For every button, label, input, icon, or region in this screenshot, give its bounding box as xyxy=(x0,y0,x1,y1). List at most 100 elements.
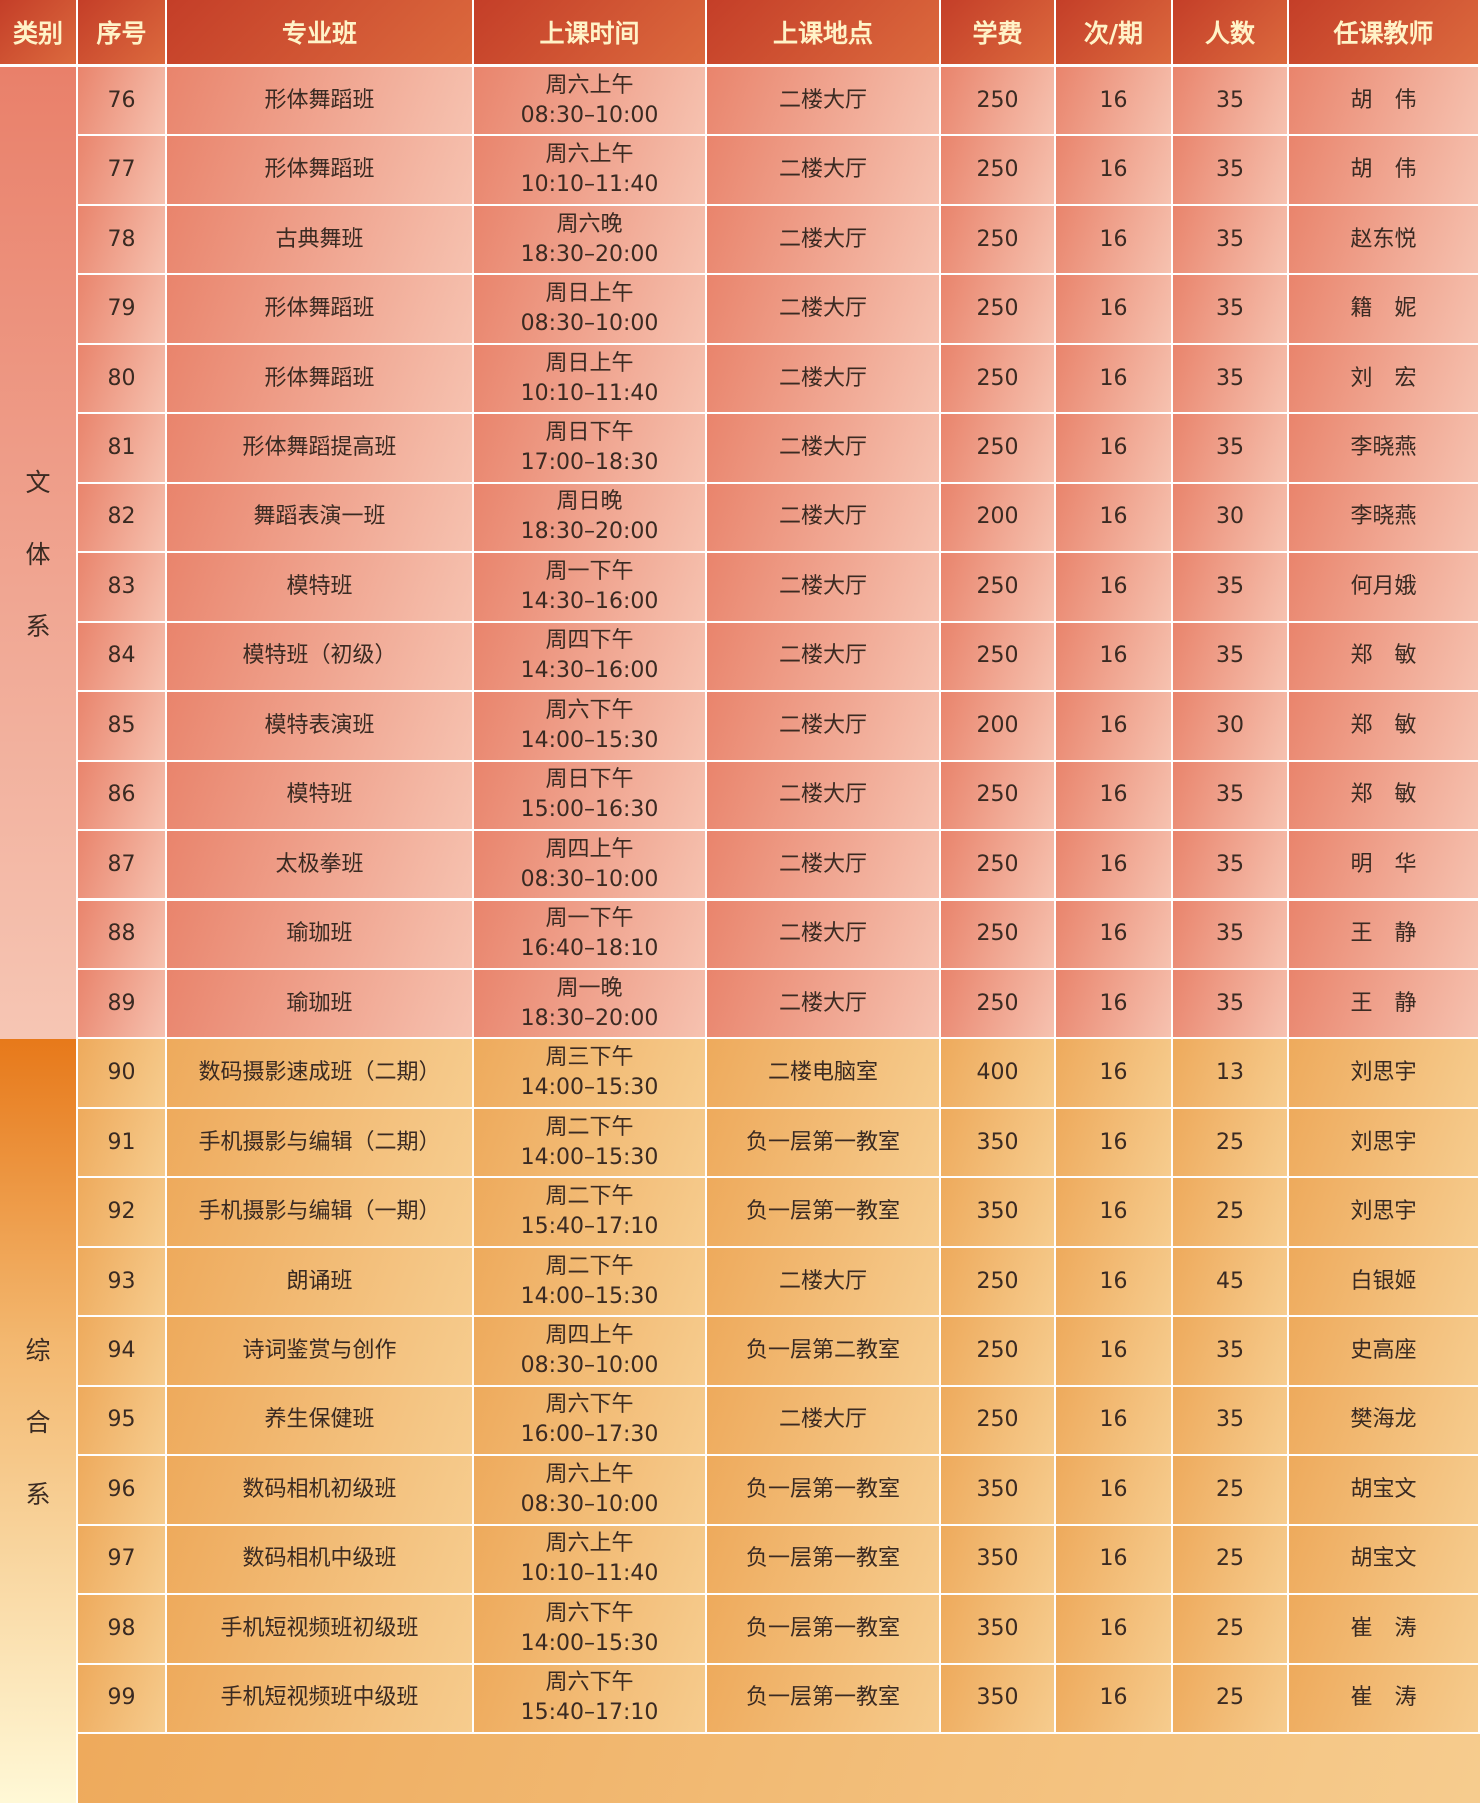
cell-number: 76 xyxy=(78,67,167,137)
cell-fee: 250 xyxy=(941,414,1056,484)
cell-teacher: 何月娥 xyxy=(1289,553,1480,623)
teacher-text: 郑 敏 xyxy=(1350,712,1417,738)
class-name-text: 瑜珈班 xyxy=(286,921,353,947)
cell-teacher: 刘思宇 xyxy=(1289,1039,1480,1109)
number-text: 99 xyxy=(107,1685,136,1711)
cell-number: 89 xyxy=(78,969,167,1040)
time-day: 周六下午 xyxy=(545,697,634,723)
cell-capacity: 25 xyxy=(1173,1525,1289,1596)
number-text: 85 xyxy=(107,712,136,738)
cell-capacity: 35 xyxy=(1173,969,1289,1040)
capacity-text: 35 xyxy=(1216,157,1244,183)
cell-class-name: 手机短视频班初级班 xyxy=(167,1595,474,1665)
cell-location: 二楼大厅 xyxy=(707,344,941,415)
cell-class-name: 数码相机初级班 xyxy=(167,1456,474,1526)
location-text: 二楼大厅 xyxy=(778,782,867,808)
category-char: 系 xyxy=(25,612,51,641)
cell-fee: 250 xyxy=(941,969,1056,1040)
class-name-text: 诗词鉴赏与创作 xyxy=(242,1337,397,1363)
cell-teacher: 郑 敏 xyxy=(1289,761,1480,832)
cell-number: 95 xyxy=(78,1386,167,1457)
class-name-text: 手机摄影与编辑（二期） xyxy=(198,1129,441,1155)
cell-location: 二楼大厅 xyxy=(707,414,941,484)
cell-sessions: 16 xyxy=(1056,136,1173,206)
cell-time: 周六下午 14:00–15:30 xyxy=(474,1595,707,1665)
teacher-text: 何月娥 xyxy=(1350,573,1417,599)
cell-capacity: 25 xyxy=(1173,1178,1289,1248)
cell-location: 二楼大厅 xyxy=(707,692,941,762)
class-name-text: 养生保健班 xyxy=(264,1407,375,1433)
cell-capacity: 35 xyxy=(1173,414,1289,484)
cell-class-name: 模特班 xyxy=(167,553,474,623)
teacher-text: 胡 伟 xyxy=(1350,87,1417,113)
class-name-text: 数码相机中级班 xyxy=(242,1546,397,1572)
teacher-text: 李晓燕 xyxy=(1350,435,1417,460)
cell-fee: 250 xyxy=(941,622,1056,693)
cell-class-name: 模特表演班 xyxy=(167,692,474,762)
cell-number: 78 xyxy=(78,205,167,276)
cell-class-name: 手机摄影与编辑（二期） xyxy=(167,1108,474,1179)
class-name-text: 古典舞班 xyxy=(275,226,364,252)
cell-fee: 250 xyxy=(941,1317,1056,1387)
category-char: 系 xyxy=(25,1480,51,1509)
time-day: 周六晚 xyxy=(556,211,623,237)
cell-sessions: 16 xyxy=(1056,275,1173,345)
teacher-text: 王 静 xyxy=(1350,921,1417,947)
cell-time: 周六下午 15:40–17:10 xyxy=(474,1664,707,1734)
cell-time: 周日上午 08:30–10:00 xyxy=(474,275,707,345)
cell-number: 90 xyxy=(78,1039,167,1109)
fee-text: 350 xyxy=(976,1685,1019,1711)
cell-fee: 350 xyxy=(941,1108,1056,1179)
time-range: 14:00–15:30 xyxy=(520,1630,659,1656)
cell-fee: 250 xyxy=(941,553,1056,623)
teacher-text: 王 静 xyxy=(1350,990,1417,1016)
fee-text: 350 xyxy=(976,1129,1019,1155)
fee-text: 400 xyxy=(976,1060,1019,1086)
cell-time: 周一下午 16:40–18:10 xyxy=(474,900,707,970)
time-day: 周日下午 xyxy=(545,767,634,793)
number-text: 88 xyxy=(107,921,136,947)
category-label: 综合系 xyxy=(0,1039,78,1803)
cell-teacher: 胡 伟 xyxy=(1289,136,1480,206)
location-text: 二楼大厅 xyxy=(778,990,867,1016)
cell-fee: 250 xyxy=(941,275,1056,345)
location-text: 负一层第一教室 xyxy=(745,1129,900,1155)
cell-class-name: 数码摄影速成班（二期） xyxy=(167,1039,474,1109)
cell-sessions: 16 xyxy=(1056,1386,1173,1457)
cell-capacity: 35 xyxy=(1173,900,1289,970)
class-name-text: 手机短视频班初级班 xyxy=(220,1615,419,1641)
capacity-text: 45 xyxy=(1216,1268,1244,1294)
cell-teacher: 白银姬 xyxy=(1289,1247,1480,1318)
teacher-text: 刘思宇 xyxy=(1350,1199,1417,1225)
time-day: 周一下午 xyxy=(545,558,634,584)
cell-sessions: 16 xyxy=(1056,1039,1173,1109)
fee-text: 350 xyxy=(976,1546,1019,1572)
class-name-text: 模特班 xyxy=(286,573,353,599)
sessions-text: 16 xyxy=(1099,1546,1128,1572)
cell-capacity: 25 xyxy=(1173,1664,1289,1734)
cell-sessions: 16 xyxy=(1056,1178,1173,1248)
cell-class-name: 太极拳班 xyxy=(167,831,474,901)
cell-class-name: 形体舞蹈班 xyxy=(167,67,474,137)
teacher-text: 樊海龙 xyxy=(1350,1407,1417,1433)
fee-text: 250 xyxy=(976,1337,1019,1363)
capacity-text: 30 xyxy=(1216,504,1244,530)
cell-sessions: 16 xyxy=(1056,969,1173,1040)
cell-number: 97 xyxy=(78,1525,167,1596)
number-text: 84 xyxy=(107,643,136,669)
capacity-text: 35 xyxy=(1216,573,1244,599)
fee-text: 250 xyxy=(976,1268,1019,1294)
cell-class-name: 瑜珈班 xyxy=(167,969,474,1040)
location-text: 二楼大厅 xyxy=(778,643,867,669)
cell-number: 80 xyxy=(78,344,167,415)
time-day: 周六下午 xyxy=(545,1392,634,1418)
cell-location: 二楼大厅 xyxy=(707,761,941,832)
cell-fee: 350 xyxy=(941,1178,1056,1248)
location-text: 二楼大厅 xyxy=(778,851,867,877)
time-range: 17:00–18:30 xyxy=(520,450,659,475)
number-text: 86 xyxy=(107,782,136,808)
sessions-text: 16 xyxy=(1099,87,1128,113)
cell-time: 周二下午 15:40–17:10 xyxy=(474,1178,707,1248)
cell-number: 82 xyxy=(78,483,167,554)
cell-location: 二楼大厅 xyxy=(707,900,941,970)
